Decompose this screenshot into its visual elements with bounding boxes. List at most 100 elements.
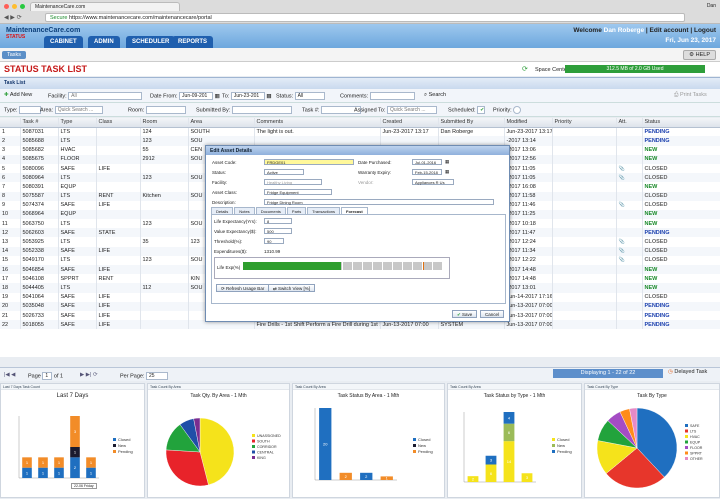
table-row[interactable]: 22 5018055 SAFE LIFE Fire Drills - 1st Shift… <box>0 320 720 330</box>
column-header[interactable]: Task # <box>20 118 59 128</box>
refresh-icon[interactable]: ⟳ <box>522 66 528 73</box>
table-cell: 3 <box>0 145 21 155</box>
assigned-to-input[interactable]: Quick Search ... <box>386 106 437 114</box>
column-header[interactable]: Class <box>96 118 141 128</box>
tab-parts[interactable]: Parts <box>286 207 307 215</box>
tab-transactions[interactable]: Transactions <box>307 207 341 215</box>
paperclip-icon[interactable]: 📎 <box>618 165 625 172</box>
column-header[interactable]: Status <box>642 118 720 128</box>
column-header[interactable]: Submitted By <box>438 118 505 128</box>
column-header[interactable]: Modified <box>504 118 553 128</box>
facility-select[interactable]: Healthy Living <box>264 179 322 185</box>
column-header[interactable]: Priority <box>552 118 617 128</box>
cancel-button[interactable]: Cancel <box>480 310 505 318</box>
date-purchased-input[interactable]: Jul-01-2016 <box>412 159 442 165</box>
column-header[interactable]: Room <box>140 118 189 128</box>
browser-chrome: MaintenanceCare.com ◀ ▶ ⟳ Secure https:/… <box>0 0 720 24</box>
nav-tab-reports[interactable]: REPORTS <box>172 36 214 48</box>
browser-tab[interactable]: MaintenanceCare.com <box>30 2 180 11</box>
type-select[interactable] <box>18 106 41 114</box>
nav-arrows-icon[interactable]: ◀ ▶ ⟳ <box>4 15 22 21</box>
refresh-usage-button[interactable]: ⟳ Refresh Usage Bar <box>216 284 270 292</box>
save-icon: ✔ <box>457 312 461 317</box>
help-button[interactable]: ⚙ HELP <box>683 50 716 60</box>
user-initials[interactable]: Dan <box>706 3 716 9</box>
logout-link[interactable]: Logout <box>693 27 716 34</box>
table-cell <box>552 209 617 220</box>
table-row[interactable]: 2 5085688 LTS 123 SOU -2017 13:14 PENDING <box>0 136 720 146</box>
date-to-input[interactable]: Jun-23-201 <box>230 92 265 100</box>
column-header[interactable]: Att. <box>616 118 643 128</box>
area-search-input[interactable]: Quick Search ... <box>54 106 103 114</box>
column-header[interactable] <box>0 118 21 128</box>
page-input[interactable]: 1 <box>42 372 53 380</box>
column-header[interactable]: Area <box>188 118 255 128</box>
life-expectancy-input[interactable]: 8 <box>264 218 292 224</box>
next-page-icon[interactable]: ▶ ▶| ⟳ <box>80 372 98 378</box>
tab-forecast[interactable]: Forecast <box>341 207 368 215</box>
nav-tab-cabinet[interactable]: CABINET <box>44 36 83 48</box>
table-cell: 5087031 <box>20 127 59 137</box>
bar-value-label: 2 <box>74 465 77 470</box>
first-page-icon[interactable]: |◀ ◀ <box>4 372 16 378</box>
paperclip-icon[interactable]: 📎 <box>618 239 625 246</box>
status-cell: NEW <box>642 154 720 164</box>
threshold-input[interactable]: 90 <box>264 238 284 244</box>
nav-tab-admin[interactable]: ADMIN <box>88 36 120 48</box>
column-header[interactable]: Type <box>58 118 97 128</box>
calendar-icon[interactable]: ▦ <box>214 93 220 100</box>
warranty-input[interactable]: Feb-15-2018 <box>412 169 442 175</box>
tab-notes[interactable]: Notes <box>234 207 255 215</box>
table-row[interactable]: 1 5087031 LTS 124 SOUTH The light is out. Jun-… <box>0 127 720 137</box>
switch-icon: ⇄ <box>273 286 277 291</box>
app-logo[interactable]: MaintenanceCare.com STATUS <box>6 27 81 40</box>
asset-code-input[interactable]: FRDGE01 <box>264 159 354 165</box>
per-page-select[interactable]: 25 <box>146 372 168 380</box>
scheduled-checkbox[interactable]: ✔ <box>477 106 486 114</box>
expenditures-label: Expenditures($): <box>214 249 248 254</box>
paperclip-icon[interactable]: 📎 <box>618 257 625 264</box>
search-button[interactable]: ⌕ Search <box>424 92 447 98</box>
tab-details[interactable]: Details <box>211 207 234 215</box>
tasks-button[interactable]: Tasks <box>2 51 27 59</box>
legend-swatch <box>685 429 688 433</box>
edit-account-link[interactable]: Edit account <box>649 27 689 34</box>
task-number-input[interactable] <box>320 106 361 114</box>
status-select[interactable]: Active <box>264 169 304 175</box>
date-from-input[interactable]: Jun-09-201 <box>179 92 214 100</box>
paperclip-icon[interactable]: 📎 <box>618 248 625 255</box>
description-input[interactable]: Fridge Dining Room <box>264 199 494 205</box>
vendor-select[interactable]: Appliances R Us <box>412 179 454 185</box>
column-header[interactable]: Created <box>380 118 439 128</box>
paperclip-icon[interactable]: 📎 <box>618 202 625 209</box>
calendar-icon[interactable]: ▦ <box>266 93 272 100</box>
table-cell <box>140 182 189 192</box>
calendar-icon[interactable]: ▦ <box>445 169 450 174</box>
print-tasks-button[interactable]: ⎙ Print Tasks <box>674 92 707 98</box>
asset-class-select[interactable]: Fridge Equipment <box>264 189 332 195</box>
bar-value-label: 3 <box>74 429 77 434</box>
priority-radio[interactable] <box>513 106 522 114</box>
room-input[interactable] <box>145 106 186 114</box>
url-bar[interactable]: Secure https://www.maintenancecare.com/m… <box>45 13 685 22</box>
table-cell <box>140 265 189 275</box>
value-expectancy-input[interactable]: 500 <box>264 228 292 234</box>
type-filter-bar: Type: Area: Quick Search ... Room: Submi… <box>0 103 720 117</box>
bar-segment <box>70 457 80 478</box>
nav-tab-scheduler[interactable]: SCHEDULER <box>126 36 176 48</box>
tab-documents[interactable]: Documents <box>255 207 286 215</box>
legend-label: Pending <box>118 449 133 454</box>
save-button[interactable]: ✔ Save <box>452 310 478 318</box>
add-new-button[interactable]: ✚ Add New <box>4 92 33 98</box>
paperclip-icon[interactable]: 📎 <box>618 174 625 181</box>
submitted-by-input[interactable] <box>231 106 292 114</box>
facility-select[interactable]: All <box>68 92 143 100</box>
window-controls[interactable] <box>4 4 28 11</box>
comments-input[interactable] <box>369 92 415 100</box>
column-header[interactable]: Comments <box>254 118 381 128</box>
calendar-icon[interactable]: ▦ <box>445 159 450 164</box>
status-select[interactable]: All <box>294 92 325 100</box>
switch-view-button[interactable]: ⇄ Switch View [%] <box>268 284 315 292</box>
